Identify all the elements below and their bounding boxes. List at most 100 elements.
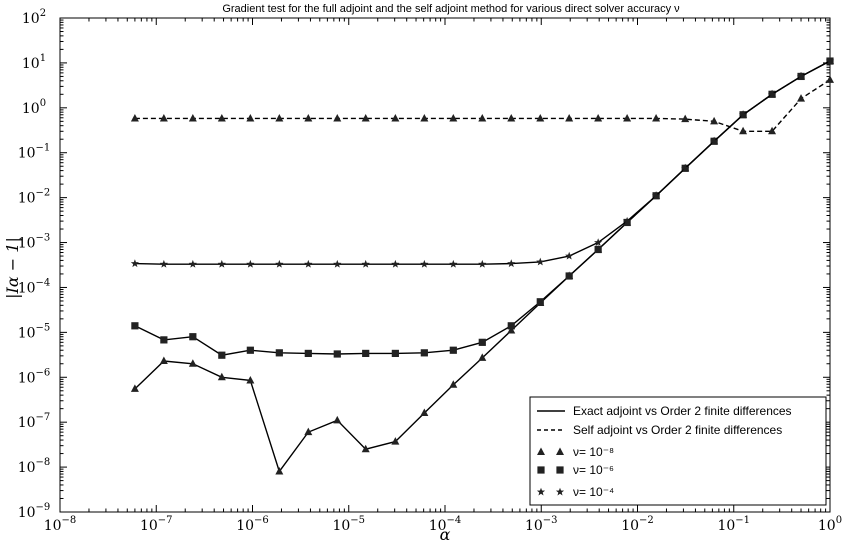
y-tick-label: 102 (22, 8, 46, 27)
data-point-star (652, 191, 661, 200)
data-point-square (362, 349, 370, 358)
legend-marker (556, 447, 564, 455)
data-point-square (594, 245, 602, 254)
data-point-triangle (652, 113, 661, 122)
data-point-star (420, 259, 429, 268)
data-point-triangle (246, 375, 255, 384)
y-tick-label: 101 (22, 53, 46, 72)
data-point-triangle (159, 356, 168, 365)
data-point-star (594, 238, 603, 247)
legend-marker (555, 487, 565, 496)
data-point-square (333, 350, 341, 358)
y-axis-label: |Iα − 1| (3, 237, 22, 299)
legend-triangle-label: ν= 10⁻⁸ (573, 445, 614, 459)
data-point-triangle (130, 384, 139, 392)
legend-square-markers (537, 466, 564, 474)
data-point-triangle (188, 113, 197, 122)
x-tick-label: 10−6 (236, 515, 269, 534)
data-point-star (825, 56, 835, 65)
data-point-triangle (507, 326, 516, 334)
y-tick-label: 100 (22, 98, 46, 117)
data-point-triangle (623, 113, 632, 122)
x-tick-label: 10−7 (140, 515, 173, 534)
data-point-triangle (507, 113, 516, 122)
data-point-star (246, 259, 255, 268)
x-tick-label: 10−5 (332, 515, 365, 534)
y-tick-label: 10−5 (18, 322, 51, 341)
y-tick-label: 10−4 (18, 277, 51, 296)
data-point-star (391, 259, 400, 268)
y-tick-label: 10−6 (18, 367, 51, 386)
data-point-star (536, 257, 545, 266)
data-point-triangle (130, 113, 139, 122)
legend-marker (537, 447, 545, 455)
legend-box (529, 396, 827, 506)
data-point-square (420, 349, 428, 357)
data-point-triangle (304, 427, 313, 436)
x-axis-label: α (440, 525, 451, 543)
data-point-star (449, 259, 458, 268)
series-3-dashed (130, 75, 834, 135)
data-point-triangle (391, 113, 400, 122)
x-axis-ticks: 10−8 10−7 10−6 10−5 10−4 10−3 10−2 10−1 100 (44, 18, 842, 534)
data-point-triangle (536, 113, 545, 122)
data-point-star (361, 259, 370, 268)
x-tick-label: 10−4 (429, 515, 462, 534)
data-point-triangle (304, 113, 313, 122)
data-point-square (131, 322, 139, 330)
y-tick-label: 10−9 (18, 502, 51, 521)
data-point-square (189, 333, 197, 341)
y-tick-label: 10−1 (18, 143, 51, 162)
data-point-triangle (681, 114, 690, 123)
x-tick-label: 10−2 (621, 515, 654, 534)
y-tick-label: 10−7 (18, 412, 51, 431)
data-point-triangle (188, 359, 197, 367)
data-point-star (796, 72, 806, 80)
legend-dashed-label: Self adjoint vs Order 2 finite differenc… (573, 423, 782, 437)
data-point-triangle (768, 126, 777, 135)
series-2-solid (130, 56, 835, 268)
data-point-square (478, 338, 486, 346)
data-point-star (275, 259, 284, 268)
data-point-square (565, 272, 573, 280)
series-1-solid (131, 57, 834, 359)
x-tick-label: 100 (818, 515, 842, 534)
data-point-triangle (449, 113, 458, 122)
data-point-square (160, 336, 168, 344)
data-point-triangle (710, 116, 719, 125)
data-point-square (275, 349, 283, 357)
data-point-star (333, 259, 342, 268)
data-point-star (159, 259, 168, 268)
y-axis-ticks: 10−9 10−8 10−7 10−6 10−5 10−4 10−3 10−2 10−1 100 1… (18, 8, 830, 521)
series-line (134, 60, 831, 356)
y-tick-label: 10−2 (18, 188, 51, 207)
x-tick-label: 10−3 (525, 515, 558, 534)
data-point-square (507, 322, 515, 330)
data-point-triangle (449, 380, 458, 388)
data-point-triangle (246, 113, 255, 122)
data-point-triangle (565, 113, 574, 122)
y-tick-label: 10−3 (18, 233, 51, 252)
data-point-star (478, 259, 487, 268)
data-point-star (217, 259, 226, 268)
data-point-star (304, 259, 313, 268)
data-point-triangle (275, 113, 284, 122)
data-point-square (536, 298, 544, 306)
data-point-triangle (826, 75, 834, 83)
legend-star-markers (536, 487, 565, 496)
data-point-triangle (391, 437, 400, 445)
data-point-square (218, 351, 226, 359)
data-point-triangle (333, 113, 342, 122)
legend-star-label: ν= 10⁻⁴ (573, 485, 614, 499)
series-line (134, 60, 831, 265)
data-point-star (738, 110, 748, 119)
y-tick-label: 10−8 (18, 457, 51, 476)
data-point-square (304, 349, 312, 358)
data-point-star (767, 90, 777, 98)
data-point-triangle (739, 126, 748, 135)
series-line (134, 79, 831, 133)
data-point-triangle (594, 113, 603, 122)
data-point-triangle (361, 113, 370, 122)
data-point-square (246, 346, 254, 354)
